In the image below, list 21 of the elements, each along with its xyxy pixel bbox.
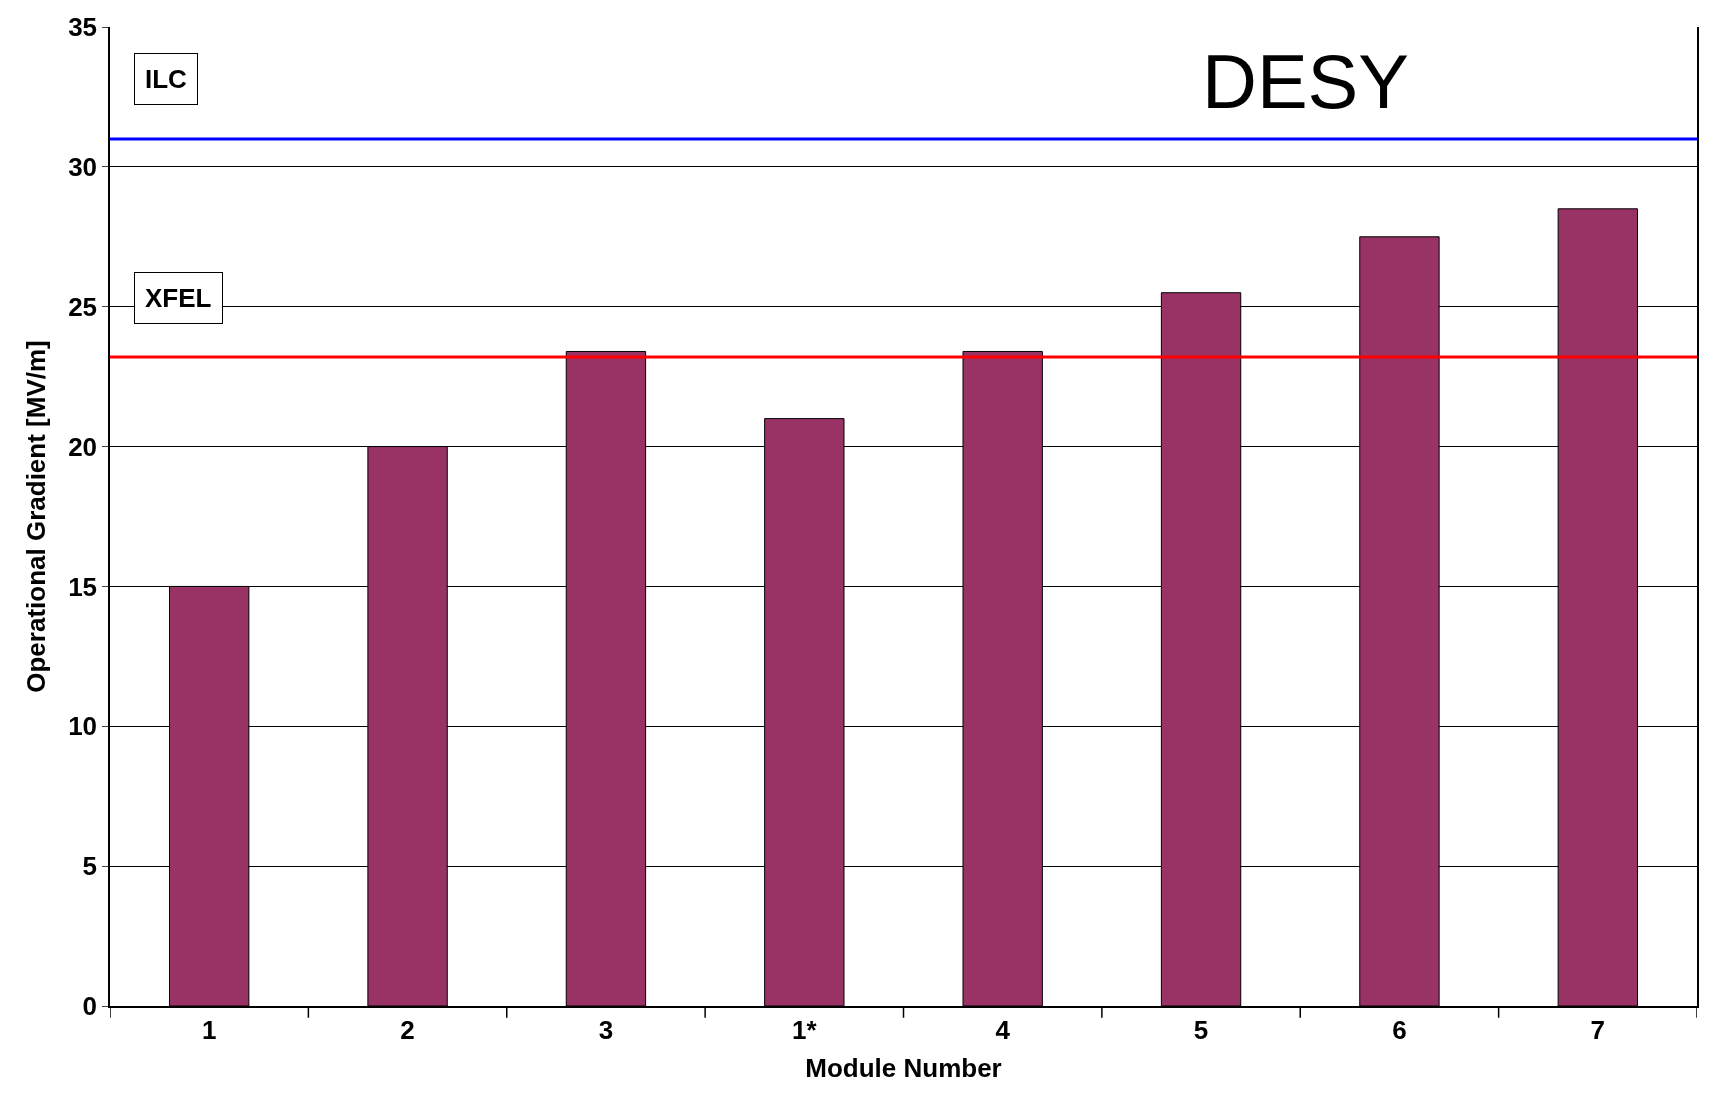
- x-tick-label: 1: [201, 1014, 217, 1045]
- ref-line-label: ILC: [145, 64, 188, 94]
- x-tick-label: 6: [1392, 1014, 1407, 1045]
- y-tick-label: 20: [68, 431, 98, 462]
- y-tick-label: 5: [82, 851, 98, 882]
- y-tick-label: 25: [68, 291, 98, 322]
- y-axis-title: Operational Gradient [MV/m]: [21, 340, 52, 693]
- y-tick-label: 0: [82, 991, 98, 1022]
- x-tick-label: 3: [598, 1014, 614, 1045]
- annotation: DESY: [1202, 39, 1409, 124]
- y-tick-label: 30: [68, 151, 98, 182]
- y-tick-label: 15: [68, 571, 98, 602]
- y-tick-label: 10: [68, 711, 98, 742]
- x-tick-label: 2: [400, 1014, 415, 1045]
- ref-line-label: XFEL: [145, 283, 212, 313]
- y-tick-label: 35: [68, 12, 98, 43]
- x-tick-label: 5: [1193, 1014, 1209, 1045]
- x-tick-label: 7: [1590, 1014, 1606, 1045]
- x-axis-title: Module Number: [805, 1053, 1002, 1084]
- x-tick-label: 1*: [792, 1014, 818, 1045]
- x-tick-label: 4: [995, 1014, 1011, 1045]
